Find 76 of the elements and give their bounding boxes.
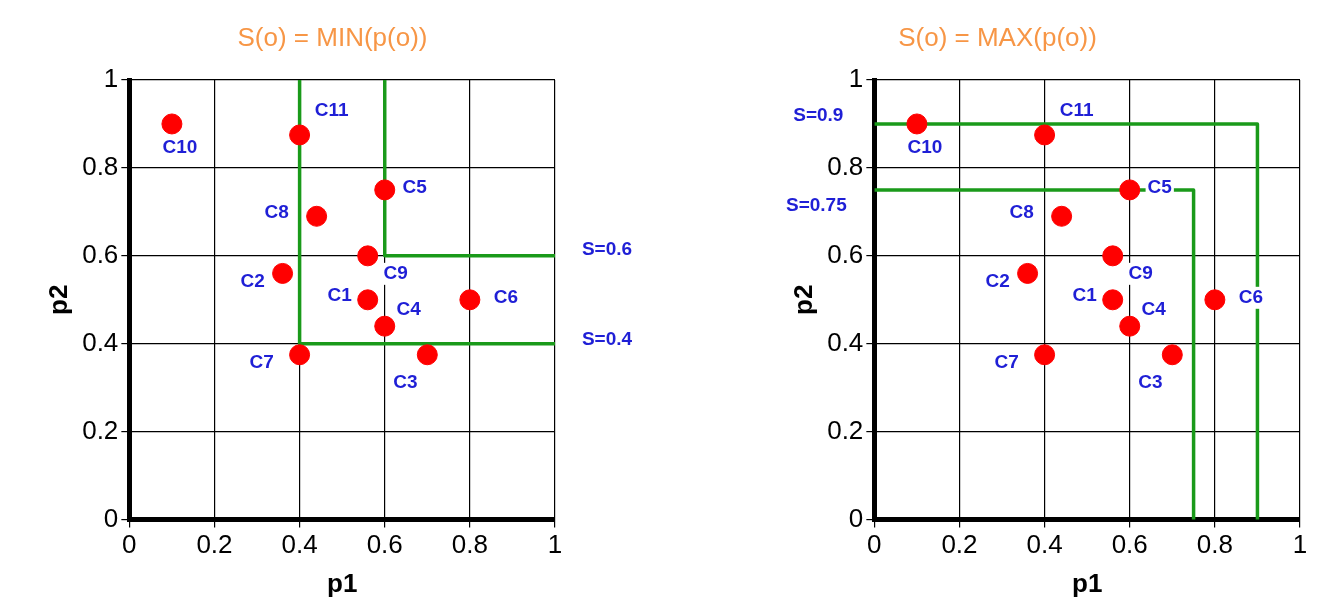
annotation: S=0.4: [581, 327, 633, 349]
annotation: S=0.9: [793, 104, 844, 126]
annotation: C4: [1141, 298, 1167, 320]
annotation: C2: [240, 269, 265, 291]
point: [289, 124, 311, 146]
point: [1119, 179, 1141, 201]
annotation: C2: [985, 269, 1010, 291]
x-tick-label: 0.8: [451, 529, 488, 560]
point: [357, 289, 379, 311]
annotation: C11: [314, 99, 349, 121]
annotation: C10: [907, 136, 943, 158]
x-tick-label: 0.6: [1111, 529, 1148, 560]
annotation: C7: [994, 350, 1019, 372]
point: [1161, 344, 1183, 366]
point: [357, 245, 379, 267]
x-axis-title: p1: [327, 567, 358, 598]
annotation: C3: [393, 370, 418, 392]
annotation: C11: [1059, 99, 1094, 121]
annotation: C6: [1238, 286, 1264, 308]
x-tick-label: 0.2: [196, 529, 233, 560]
point: [416, 344, 438, 366]
y-tick-label: 0.2: [82, 414, 119, 445]
annotation: C9: [1128, 262, 1153, 284]
y-axis-title: p2: [42, 284, 73, 315]
annotation: C3: [1138, 370, 1163, 392]
x-tick-label: 0.4: [281, 529, 318, 560]
point: [1119, 315, 1141, 337]
y-tick-label: 0.4: [827, 326, 864, 357]
point: [1102, 245, 1124, 267]
y-tick-label: 0: [103, 502, 119, 533]
y-tick-label: 0.8: [827, 151, 864, 182]
annotation: C1: [327, 284, 353, 306]
annotation: C7: [249, 350, 274, 372]
point: [161, 113, 183, 135]
annotation: C6: [493, 286, 519, 308]
chart-title: S(o) = MIN(p(o)): [236, 22, 429, 53]
annotation: C5: [1147, 176, 1173, 198]
annotation: C10: [162, 136, 198, 158]
point: [1102, 289, 1124, 311]
point: [374, 315, 396, 337]
annotation: S=0.6: [581, 238, 633, 260]
annotation: C1: [1072, 284, 1098, 306]
x-tick-label: 0.2: [941, 529, 978, 560]
x-tick-label: 1: [1292, 529, 1308, 560]
point: [1017, 262, 1039, 284]
point: [272, 262, 294, 284]
point: [289, 344, 311, 366]
y-tick-label: 1: [103, 63, 119, 94]
y-tick-label: 0.2: [827, 414, 864, 445]
point: [1034, 344, 1056, 366]
x-tick-label: 0.4: [1026, 529, 1063, 560]
annotation: C9: [383, 262, 408, 284]
annotation: C4: [396, 298, 422, 320]
y-tick-label: 0: [848, 502, 864, 533]
point: [906, 113, 928, 135]
y-tick-label: 0.8: [82, 151, 119, 182]
point: [1051, 205, 1073, 227]
y-tick-label: 1: [848, 63, 864, 94]
x-tick-label: 0.6: [366, 529, 403, 560]
x-tick-label: 1: [547, 529, 563, 560]
annotation: S=0.75: [785, 194, 848, 216]
annotation: C8: [1009, 200, 1034, 222]
x-tick-label: 0.8: [1196, 529, 1233, 560]
point: [306, 205, 328, 227]
y-tick-label: 0.6: [827, 239, 864, 270]
point: [374, 179, 396, 201]
y-axis-title: p2: [787, 284, 818, 315]
annotation: C5: [402, 176, 428, 198]
chart-title: S(o) = MAX(p(o)): [897, 22, 1098, 53]
point: [1204, 289, 1226, 311]
point: [1034, 124, 1056, 146]
y-tick-label: 0.4: [82, 326, 119, 357]
annotation: C8: [264, 200, 289, 222]
point: [459, 289, 481, 311]
x-axis-title: p1: [1072, 567, 1103, 598]
y-tick-label: 0.6: [82, 239, 119, 270]
